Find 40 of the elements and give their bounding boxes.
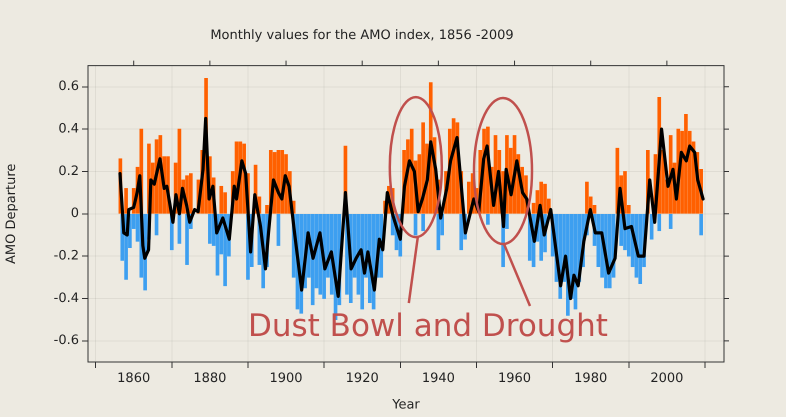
bar: [178, 214, 182, 244]
y-tick-label: 0.2: [58, 164, 79, 179]
y-tick-label: -0.2: [54, 248, 79, 264]
y-tick-label: -0.4: [54, 290, 79, 306]
bar: [657, 214, 662, 232]
bar: [188, 173, 193, 214]
bar: [219, 186, 224, 214]
bar: [185, 214, 189, 265]
bar: [638, 214, 642, 284]
y-tick-label: 0.6: [58, 79, 79, 94]
bar: [414, 214, 418, 236]
x-tick-label: 1980: [574, 371, 608, 386]
x-tick-label: 1860: [117, 371, 150, 386]
y-tick-label: -0.6: [54, 333, 79, 348]
bar: [124, 188, 128, 214]
bar: [459, 214, 464, 250]
bar: [421, 214, 425, 232]
x-axis-title: Year: [391, 398, 420, 413]
bar: [276, 214, 280, 246]
bar: [574, 214, 578, 310]
bar: [623, 171, 627, 214]
bar: [154, 214, 158, 236]
y-axis-title: AMO Departure: [4, 164, 20, 264]
x-tick-label: 1960: [498, 371, 532, 386]
bar: [699, 214, 703, 236]
bar: [486, 214, 490, 225]
bar: [585, 182, 589, 214]
chart-title: Monthly values for the AMO index, 1856 -2009: [210, 28, 514, 44]
y-tick-label: 0: [70, 206, 79, 222]
y-tick-label: 0.4: [58, 121, 79, 136]
x-tick-label: 2000: [650, 371, 684, 386]
bar: [436, 214, 440, 250]
bar: [543, 184, 547, 214]
bar: [668, 214, 673, 229]
annotation: Dust Bowl and Drought: [248, 307, 608, 346]
x-tick-label: 1900: [269, 371, 303, 386]
x-tick-label: 1880: [193, 371, 226, 386]
x-tick-label: 1940: [422, 371, 455, 386]
x-tick-label: 1920: [346, 371, 379, 386]
bar: [208, 214, 212, 244]
